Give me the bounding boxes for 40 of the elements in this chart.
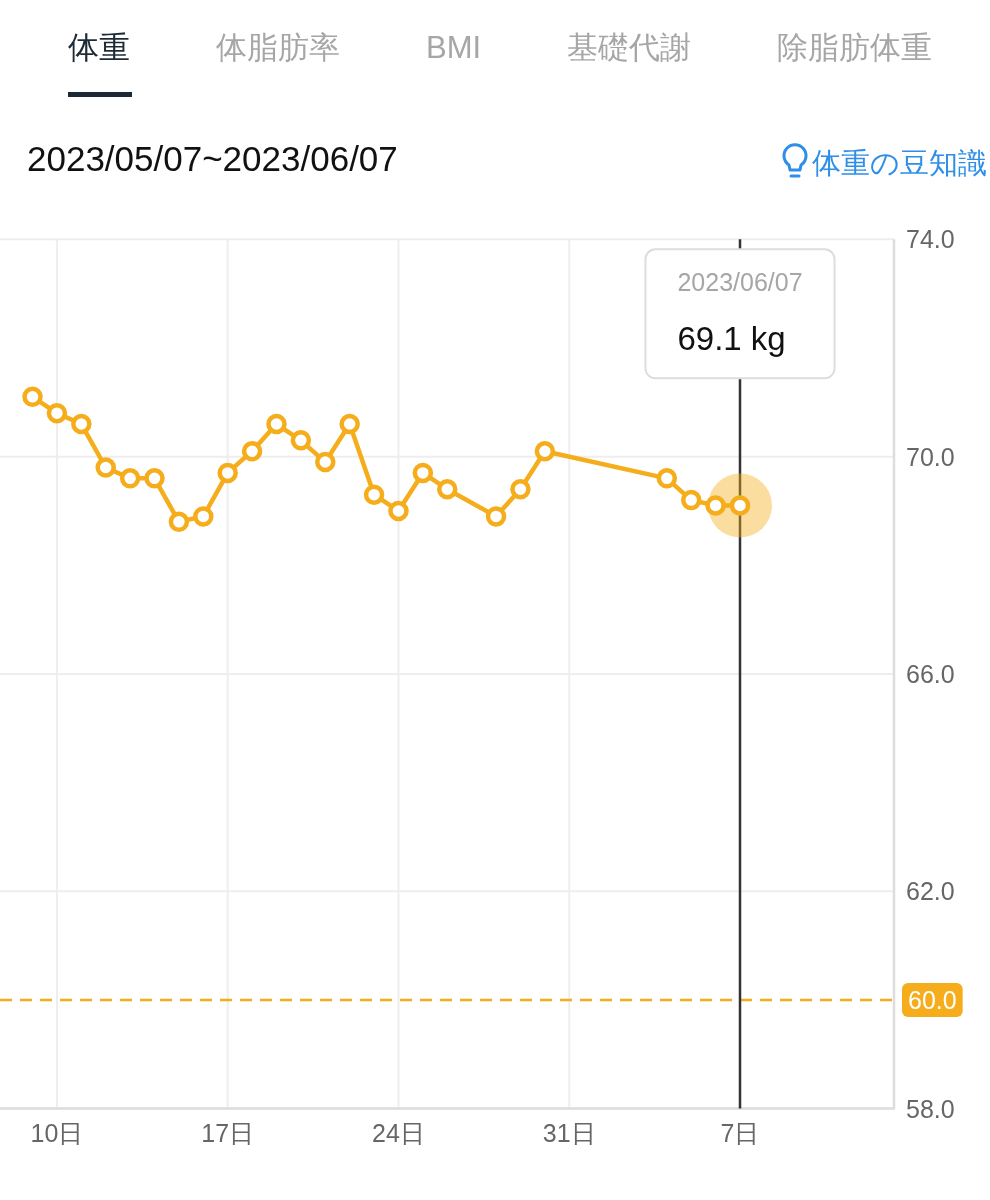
x-tick-label: 31日 <box>542 1119 596 1147</box>
x-tick-label: 24日 <box>372 1119 425 1147</box>
point <box>241 440 263 462</box>
x-tick-label: 17日 <box>201 1119 255 1147</box>
point <box>510 478 531 500</box>
annotation: 2023/06/07 <box>677 268 803 297</box>
point <box>266 413 287 435</box>
point <box>680 489 702 511</box>
point <box>656 468 678 489</box>
header: 体重 体脂肪率 BMI 基礎代謝 除脂肪体重 2023/05/07~2023/06/07 体重の豆知識 <box>27 30 987 179</box>
y-tick-label: 62.0 <box>906 877 955 906</box>
y-tick-label: 58.0 <box>906 1094 955 1123</box>
point <box>705 495 726 516</box>
point <box>534 440 556 462</box>
point <box>437 478 458 500</box>
point <box>485 506 507 527</box>
point <box>339 413 360 435</box>
point <box>144 468 165 489</box>
point <box>217 462 238 484</box>
point <box>95 457 116 478</box>
x-tick-label: 7日 <box>720 1119 760 1147</box>
annotation: 69.1 kg <box>677 320 786 358</box>
x-tick-label: 10日 <box>30 1119 84 1147</box>
chart-title: 体重 <box>68 30 130 65</box>
y-tick-label: 66.0 <box>906 659 955 688</box>
ref-line-label: 60.0 <box>908 985 957 1014</box>
point <box>119 468 141 489</box>
y-tick-label: 74.0 <box>906 225 955 254</box>
point <box>71 413 92 435</box>
point <box>168 511 190 533</box>
point <box>290 430 312 451</box>
point <box>388 500 409 522</box>
point <box>193 506 214 527</box>
point <box>412 462 434 484</box>
point <box>46 402 68 424</box>
y-tick-label: 70.0 <box>906 442 955 471</box>
point <box>363 484 385 505</box>
point <box>315 451 336 473</box>
chart-subtitle: 2023/05/07~2023/06/07 <box>27 139 398 178</box>
point <box>22 386 43 408</box>
